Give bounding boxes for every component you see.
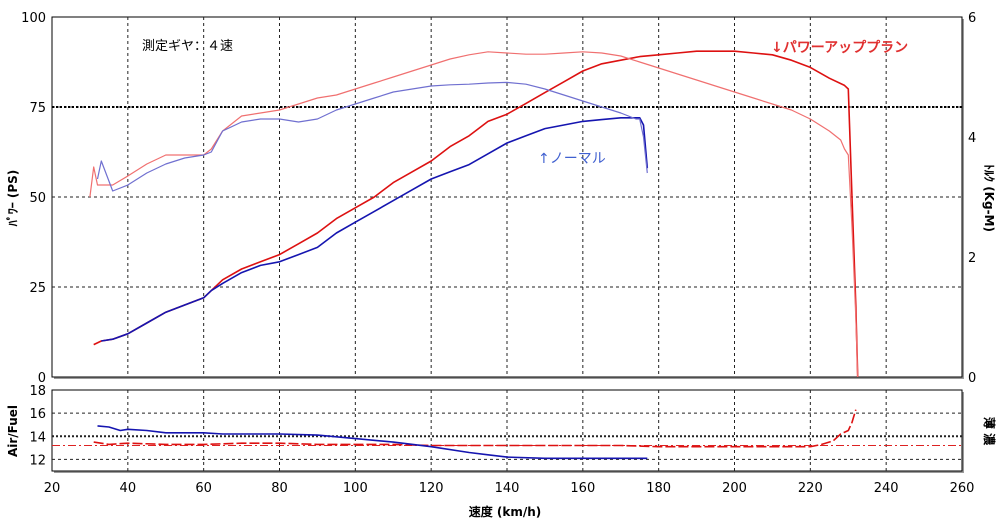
af-series-power-up <box>93 409 857 448</box>
x-tick-120: 120 <box>419 481 444 496</box>
main-grid <box>52 17 962 377</box>
x-tick-40: 40 <box>120 481 137 496</box>
left-tick-75: 75 <box>29 101 46 116</box>
main-series <box>89 50 859 377</box>
x-tick-100: 100 <box>343 481 368 496</box>
x-tick-60: 60 <box>195 481 212 496</box>
left-tick-0: 0 <box>38 371 46 386</box>
x-tick-20: 20 <box>44 481 61 496</box>
torque-axis-label: ﾄﾙｸ (Kg-M) <box>982 164 996 232</box>
af-tick-18: 18 <box>29 384 46 399</box>
af-series-normal <box>97 425 648 460</box>
x-tick-labels: 20 40 60 80 100 120 140 160 180 200 220 240 260 <box>44 481 975 496</box>
speed-axis-label: 速度 (km/h) <box>469 504 542 519</box>
af-grid <box>52 390 962 471</box>
x-tick-140: 140 <box>495 481 520 496</box>
series-torque-power-up <box>89 51 859 377</box>
right-tick-6: 6 <box>968 11 976 26</box>
af-tick-12: 12 <box>29 453 46 468</box>
af-tick-14: 14 <box>29 430 46 445</box>
normal-annotation: ↑ノーマル <box>538 151 606 167</box>
x-tick-240: 240 <box>874 481 899 496</box>
x-tick-200: 200 <box>722 481 747 496</box>
left-tick-50: 50 <box>29 191 46 206</box>
right-tick-labels: 0 2 4 6 <box>968 11 976 386</box>
x-tick-80: 80 <box>271 481 288 496</box>
af-tick-16: 16 <box>29 407 46 422</box>
right-tick-4: 4 <box>968 131 976 146</box>
left-tick-25: 25 <box>29 281 46 296</box>
left-tick-100: 100 <box>21 11 46 26</box>
af-axis-label: Air/Fuel <box>6 405 20 457</box>
right-tick-2: 2 <box>968 251 976 266</box>
x-tick-180: 180 <box>646 481 671 496</box>
power-axis-label: ﾊﾟﾜｰ (PS) <box>5 170 20 228</box>
x-tick-260: 260 <box>950 481 975 496</box>
series-torque-normal <box>96 81 648 192</box>
x-tick-160: 160 <box>570 481 595 496</box>
left-tick-labels: 0 25 50 75 100 <box>21 11 46 386</box>
gear-label: 測定ギヤ：４速 <box>142 39 233 54</box>
power-up-annotation: ↓パワーアッププラン <box>771 40 908 56</box>
af-series <box>93 409 857 460</box>
x-tick-220: 220 <box>798 481 823 496</box>
af-tick-labels: 12 14 16 18 <box>29 384 46 468</box>
series-power-normal <box>101 117 649 342</box>
af-richness-label: 薄 濃 <box>982 417 997 446</box>
right-tick-0: 0 <box>968 371 976 386</box>
